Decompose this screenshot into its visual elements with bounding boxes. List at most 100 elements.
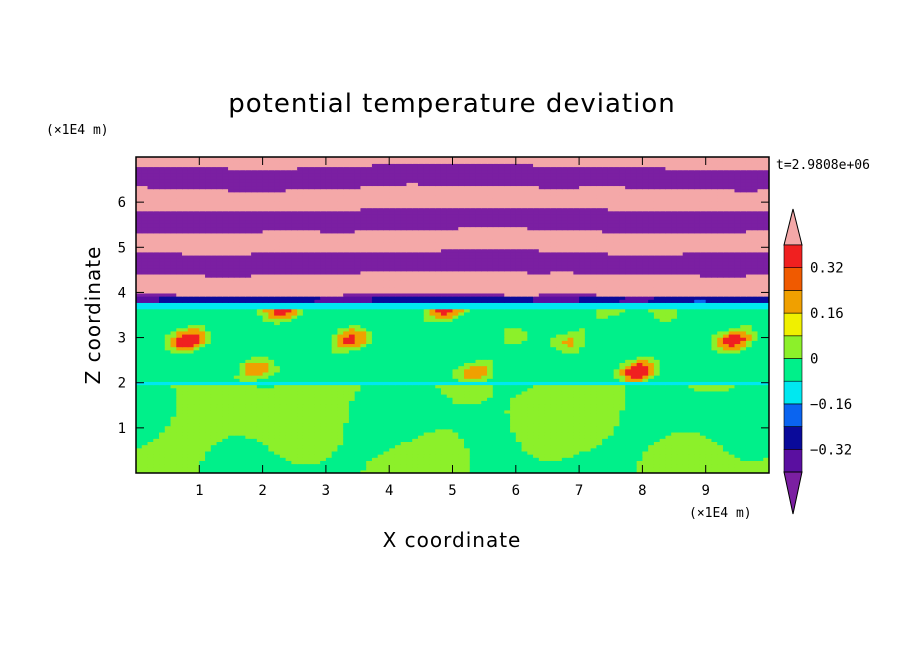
contour-cell — [527, 406, 534, 411]
contour-cell — [452, 343, 459, 348]
contour-cell — [291, 375, 298, 379]
contour-cell — [642, 441, 649, 446]
contour-cell — [302, 454, 310, 458]
contour-cell — [417, 438, 425, 442]
contour-cell — [354, 362, 362, 367]
contour-cell — [314, 349, 321, 354]
contour-cell — [371, 463, 379, 468]
contour-cell — [153, 450, 160, 455]
contour-cell — [314, 337, 321, 341]
contour-cell — [579, 438, 586, 442]
contour-cell — [757, 469, 764, 473]
contour-cell — [331, 371, 338, 376]
contour-cell — [199, 346, 206, 351]
contour-cell — [360, 457, 367, 461]
contour-cell — [446, 352, 454, 357]
contour-cell — [245, 365, 252, 370]
contour-cell — [538, 447, 546, 452]
contour-cell — [297, 409, 304, 414]
contour-cell — [291, 409, 298, 414]
contour-cell — [193, 356, 200, 360]
contour-cell — [170, 444, 177, 449]
contour-cell — [584, 352, 592, 357]
contour-cell — [469, 362, 477, 367]
contour-cell — [590, 409, 597, 414]
contour-cell — [538, 378, 546, 382]
contour-cell — [510, 390, 517, 395]
contour-cell — [544, 375, 551, 379]
contour-cell — [377, 394, 385, 398]
contour-cell — [510, 356, 517, 360]
contour-cell — [475, 400, 482, 405]
contour-cell — [619, 457, 626, 461]
contour-cell — [302, 450, 310, 455]
contour-cell — [694, 412, 701, 417]
contour-cell — [343, 397, 350, 401]
contour-cell — [481, 330, 488, 335]
contour-cell — [665, 365, 672, 370]
contour-cell — [584, 337, 592, 341]
contour-cell — [584, 447, 592, 452]
contour-cell — [159, 400, 166, 405]
contour-cell — [440, 387, 448, 392]
contour-cell — [205, 416, 212, 420]
contour-cell — [596, 428, 603, 433]
contour-cell — [728, 403, 736, 408]
contour-cell — [262, 450, 269, 455]
contour-cell — [561, 368, 569, 373]
contour-cell — [429, 435, 436, 439]
contour-cell — [458, 438, 465, 442]
contour-cell — [573, 381, 580, 386]
contour-cell — [694, 330, 701, 335]
contour-cell — [745, 343, 753, 348]
contour-cell — [728, 447, 736, 452]
contour-cell — [544, 431, 551, 436]
contour-cell — [159, 422, 166, 427]
contour-cell — [487, 409, 494, 414]
contour-cell — [297, 394, 304, 398]
contour-cell — [648, 409, 655, 414]
contour-cell — [625, 431, 632, 436]
contour-cell — [636, 457, 643, 461]
contour-cell — [498, 416, 505, 420]
contour-cell — [383, 469, 390, 473]
contour-cell — [521, 349, 528, 354]
contour-cell — [182, 375, 189, 379]
contour-cell — [136, 469, 143, 473]
contour-cell — [314, 425, 321, 430]
contour-cell — [429, 387, 436, 392]
contour-cell — [389, 406, 396, 411]
contour-cell — [492, 365, 500, 370]
contour-cell — [320, 390, 327, 395]
contour-cell — [487, 419, 494, 424]
contour-cell — [682, 416, 690, 420]
contour-cell — [630, 466, 638, 471]
contour-cell — [210, 394, 218, 398]
contour-cell — [354, 375, 362, 379]
contour-cell — [636, 428, 643, 433]
contour-cell — [297, 327, 304, 332]
contour-cell — [688, 378, 695, 382]
contour-cell — [722, 412, 730, 417]
contour-cell — [561, 406, 569, 411]
contour-cell — [734, 438, 741, 442]
contour-cell — [274, 384, 281, 389]
contour-cell — [671, 378, 678, 382]
contour-cell — [297, 333, 304, 338]
contour-cell — [159, 375, 166, 379]
contour-cell — [205, 457, 212, 461]
contour-cell — [665, 457, 672, 461]
contour-cell — [642, 371, 649, 376]
contour-cell — [538, 454, 546, 458]
contour-cell — [630, 356, 638, 360]
contour-cell — [308, 428, 315, 433]
contour-cell — [452, 460, 459, 465]
contour-cell — [233, 340, 241, 345]
contour-cell — [325, 390, 333, 395]
contour-cell — [245, 460, 252, 465]
contour-cell — [233, 457, 241, 461]
contour-cell — [527, 412, 534, 417]
contour-cell — [682, 409, 690, 414]
contour-cell — [452, 397, 459, 401]
contour-cell — [239, 406, 246, 411]
